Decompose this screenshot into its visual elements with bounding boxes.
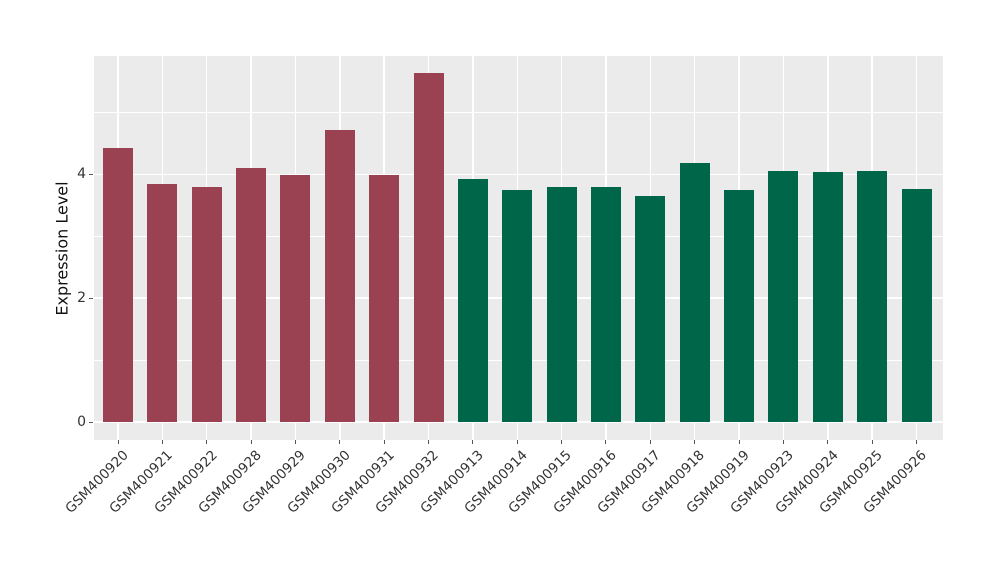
y-tick — [89, 173, 93, 175]
x-tick — [649, 440, 651, 444]
x-tick — [605, 440, 607, 444]
x-tick — [250, 440, 252, 444]
bar-GSM400928 — [236, 168, 267, 423]
y-tick-label: 4 — [77, 166, 86, 183]
x-tick — [117, 440, 119, 444]
x-tick — [472, 440, 474, 444]
x-tick — [827, 440, 829, 444]
y-axis-title-text: Expression Level — [52, 180, 72, 316]
gridline-y-major — [94, 421, 943, 423]
x-tick — [383, 440, 385, 444]
x-tick — [738, 440, 740, 444]
bar-GSM400913 — [457, 179, 488, 423]
x-tick — [782, 440, 784, 444]
y-axis-title: Expression Level — [48, 56, 76, 440]
bar-GSM400919 — [724, 189, 755, 423]
x-tick — [516, 440, 518, 444]
x-tick — [694, 440, 696, 444]
x-tick — [428, 440, 430, 444]
bar-GSM400917 — [635, 195, 666, 423]
x-tick — [206, 440, 208, 444]
bar-GSM400923 — [768, 171, 799, 423]
bar-GSM400925 — [857, 171, 888, 423]
gridline-y-minor — [94, 111, 943, 113]
y-tick-label: 2 — [77, 290, 86, 307]
bar-GSM400926 — [901, 189, 932, 423]
bar-GSM400932 — [413, 73, 444, 423]
bar-GSM400931 — [369, 174, 400, 423]
gridline-y-major — [94, 173, 943, 176]
bar-GSM400930 — [324, 130, 355, 423]
x-tick — [871, 440, 873, 444]
y-tick — [89, 421, 93, 423]
bar-GSM400929 — [280, 174, 311, 423]
x-tick — [339, 440, 341, 444]
x-tick — [294, 440, 296, 444]
bar-GSM400921 — [147, 184, 178, 423]
x-tick — [161, 440, 163, 444]
bar-GSM400914 — [502, 190, 533, 423]
x-tick — [561, 440, 563, 444]
bar-GSM400918 — [679, 162, 710, 423]
bar-GSM400922 — [191, 186, 222, 423]
bar-GSM400920 — [103, 148, 133, 423]
bar-GSM400916 — [590, 186, 621, 423]
bar-GSM400915 — [546, 187, 577, 423]
bar-GSM400924 — [812, 171, 843, 423]
y-tick — [89, 297, 93, 299]
y-tick-label: 0 — [77, 414, 86, 431]
x-tick — [916, 440, 917, 444]
